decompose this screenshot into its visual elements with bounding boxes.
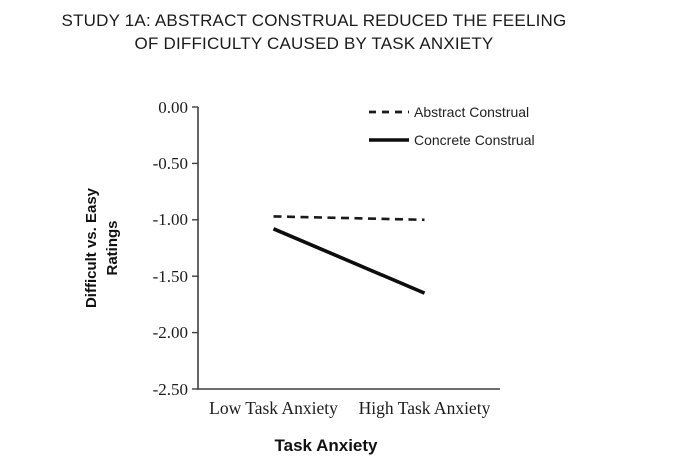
y-axis-title-line: Ratings xyxy=(104,220,121,276)
y-tick-label: -0.50 xyxy=(152,153,188,173)
legend-label: Abstract Construal xyxy=(414,104,530,120)
abstract-construal-line xyxy=(273,215,425,222)
legend-item: Concrete Construal xyxy=(368,130,535,150)
y-axis-title: Difficult vs. Easy Ratings xyxy=(81,188,123,308)
x-axis-title: Task Anxiety xyxy=(274,436,378,455)
chart-title: STUDY 1A: ABSTRACT CONSTRUAL REDUCED THE… xyxy=(0,9,628,55)
chart-title-line2: OF DIFFICULTY CAUSED BY TASK ANXIETY xyxy=(134,34,494,53)
x-tick-label: Low Task Anxiety xyxy=(209,398,338,418)
solid-line-swatch-icon xyxy=(369,138,409,142)
legend-item: Abstract Construal xyxy=(368,102,535,122)
y-tick-label: -1.50 xyxy=(152,266,188,286)
chart-title-line1: STUDY 1A: ABSTRACT CONSTRUAL REDUCED THE… xyxy=(61,11,567,30)
x-tick-label: High Task Anxiety xyxy=(358,398,491,418)
concrete-construal-line xyxy=(272,227,426,295)
y-tick-label: -1.00 xyxy=(152,210,188,230)
y-tick-label: -2.00 xyxy=(152,323,188,343)
y-axis-title-line: Difficult vs. Easy xyxy=(83,187,100,309)
legend-label: Concrete Construal xyxy=(414,132,535,148)
dashed-line-swatch-icon xyxy=(369,110,409,114)
y-tick-label: 0.00 xyxy=(158,97,188,117)
y-tick-label: -2.50 xyxy=(152,379,188,399)
chart-legend: Abstract Construal Concrete Construal xyxy=(368,102,535,158)
